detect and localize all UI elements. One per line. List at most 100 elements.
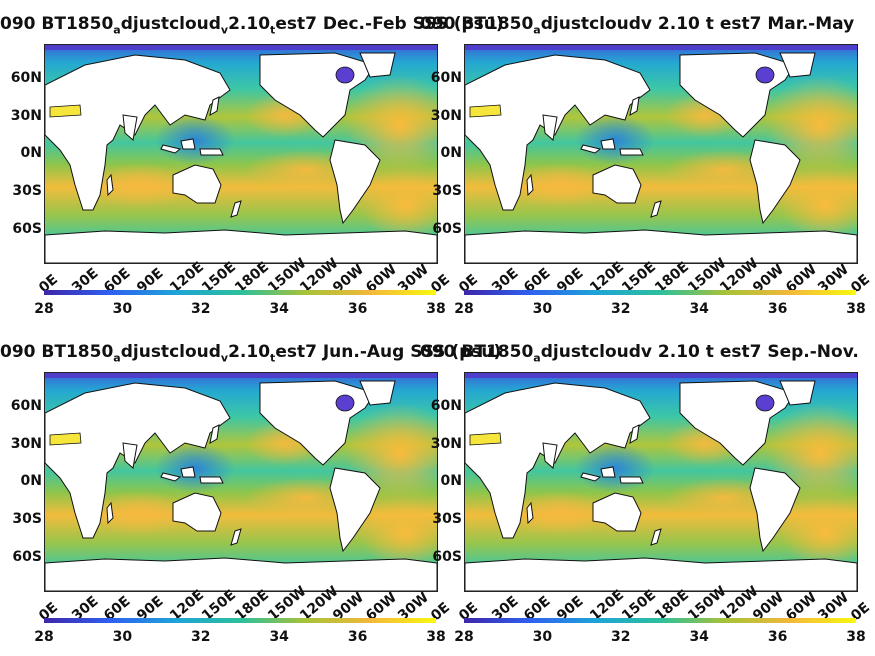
map-panel-mam: 090 BT1850adjustcloudv 2.10 t est7 Mar.-… <box>420 0 873 320</box>
japan-island <box>629 96 640 116</box>
warm-pool-fresh-patch <box>155 443 235 493</box>
latitude-tick-label: 60S <box>432 549 462 565</box>
colorbar-tick-label: 38 <box>426 629 446 645</box>
panel-title: 090 BT1850adjustcloudv 2.10 t est7 Mar.-… <box>420 14 854 37</box>
colorbar-tick-label: 34 <box>689 629 709 645</box>
greenland-landmass <box>779 52 816 78</box>
new-guinea-island <box>199 148 224 156</box>
latitude-tick-label: 0N <box>440 473 462 489</box>
antarctica-continent <box>45 229 437 263</box>
borneo-island <box>180 466 196 478</box>
map-frame <box>464 44 858 264</box>
new-zealand-island <box>230 200 242 218</box>
mediterranean-salty-sea <box>49 104 82 118</box>
australia-continent <box>592 492 642 532</box>
india-peninsula <box>122 114 138 141</box>
antarctica-continent <box>45 557 437 591</box>
colorbar-tick-label: 30 <box>532 629 553 645</box>
south-america-continent <box>329 139 381 225</box>
colorbar-tick-label: 32 <box>191 629 211 645</box>
latitude-tick-label: 30S <box>432 183 462 199</box>
south-america-continent <box>329 467 381 553</box>
colorbar-tick-label: 36 <box>347 301 368 317</box>
south-america-continent <box>749 139 801 225</box>
title-part-mid2: djustcloud <box>540 342 641 362</box>
colorbar <box>44 290 436 295</box>
arctic-fresh-band <box>465 373 857 378</box>
colorbar-tick-label: 34 <box>689 301 709 317</box>
borneo-island <box>600 466 616 478</box>
colorbar-tick-label: 28 <box>34 301 54 317</box>
antarctica-continent <box>465 229 857 263</box>
title-part-sub2: v <box>220 23 229 37</box>
title-part-sub1: a <box>113 351 121 365</box>
latitude-tick-label: 60S <box>12 221 42 237</box>
colorbar-tick-label: 32 <box>611 301 631 317</box>
colorbar <box>464 618 856 623</box>
new-guinea-island <box>199 476 224 484</box>
latitude-tick-label: 30N <box>430 436 462 452</box>
hudson-bay-fresh-water <box>335 394 355 412</box>
map-panel-jja: 090 BT1850adjustcloudv2.10test7 Jun.-Aug… <box>0 328 501 648</box>
title-part-pre: 090 BT1850 <box>0 342 114 362</box>
panel-title: 090 BT1850adjustcloudv2.10test7 Dec.-Feb… <box>0 14 504 37</box>
colorbar-tick-label: 30 <box>112 629 133 645</box>
colorbar-tick-label: 28 <box>454 301 474 317</box>
australia-continent <box>592 164 642 204</box>
hudson-bay-fresh-water <box>755 394 775 412</box>
title-part-sub3: t <box>270 23 276 37</box>
sumatra-island <box>580 472 602 482</box>
latitude-tick-label: 0N <box>20 473 42 489</box>
latitude-tick-label: 60S <box>12 549 42 565</box>
latitude-tick-label: 30S <box>12 183 42 199</box>
sumatra-island <box>580 144 602 154</box>
colorbar <box>464 290 856 295</box>
sumatra-island <box>160 144 182 154</box>
new-guinea-island <box>619 148 644 156</box>
antarctica-continent <box>465 557 857 591</box>
new-zealand-island <box>650 528 662 546</box>
colorbar-tick-label: 38 <box>846 301 866 317</box>
india-peninsula <box>542 114 558 141</box>
arctic-fresh-band <box>45 45 437 50</box>
latitude-tick-label: 60N <box>10 398 42 414</box>
title-part-mid1: 090 BT1850 <box>420 14 534 34</box>
colorbar-tick-label: 34 <box>269 629 289 645</box>
title-part-sub2: a <box>533 23 541 37</box>
south-atlantic-salty-patch <box>360 170 437 240</box>
new-guinea-island <box>619 476 644 484</box>
colorbar-tick-label: 30 <box>532 301 553 317</box>
map-frame <box>464 372 858 592</box>
madagascar-island <box>526 173 534 197</box>
mediterranean-salty-sea <box>469 432 502 446</box>
greenland-landmass <box>359 52 396 78</box>
greenland-landmass <box>779 380 816 406</box>
title-part-post: est7 Dec.-Feb SSS (psu) <box>275 14 504 34</box>
latitude-tick-label: 60N <box>430 70 462 86</box>
panel-title: 090 BT1850adjustcloudv 2.10 t est7 Sep.-… <box>420 342 859 364</box>
borneo-island <box>600 138 616 150</box>
warm-pool-fresh-patch <box>155 115 235 165</box>
south-atlantic-salty-patch <box>360 498 437 568</box>
south-atlantic-salty-patch <box>780 498 857 568</box>
map-frame <box>44 44 438 264</box>
hudson-bay-fresh-water <box>755 66 775 84</box>
colorbar-tick-label: 28 <box>34 629 54 645</box>
indian-ocean-salty-patch <box>510 491 610 535</box>
latitude-tick-label: 30S <box>12 511 42 527</box>
panel-title: 090 BT1850adjustcloudv2.10test7 Jun.-Aug… <box>0 342 501 365</box>
colorbar-tick-label: 34 <box>269 301 289 317</box>
ocean-map <box>45 373 437 591</box>
mediterranean-salty-sea <box>49 432 82 446</box>
title-part-pre: 090 BT1850 <box>0 14 114 34</box>
latitude-tick-label: 30N <box>10 436 42 452</box>
title-part-mid1: djustcloud <box>120 342 221 362</box>
latitude-tick-label: 0N <box>440 145 462 161</box>
india-peninsula <box>542 442 558 469</box>
new-zealand-island <box>650 200 662 218</box>
latitude-tick-label: 60N <box>430 398 462 414</box>
title-part-sub3: t <box>270 351 276 365</box>
greenland-landmass <box>359 380 396 406</box>
colorbar-tick-label: 36 <box>347 629 368 645</box>
australia-continent <box>172 492 222 532</box>
